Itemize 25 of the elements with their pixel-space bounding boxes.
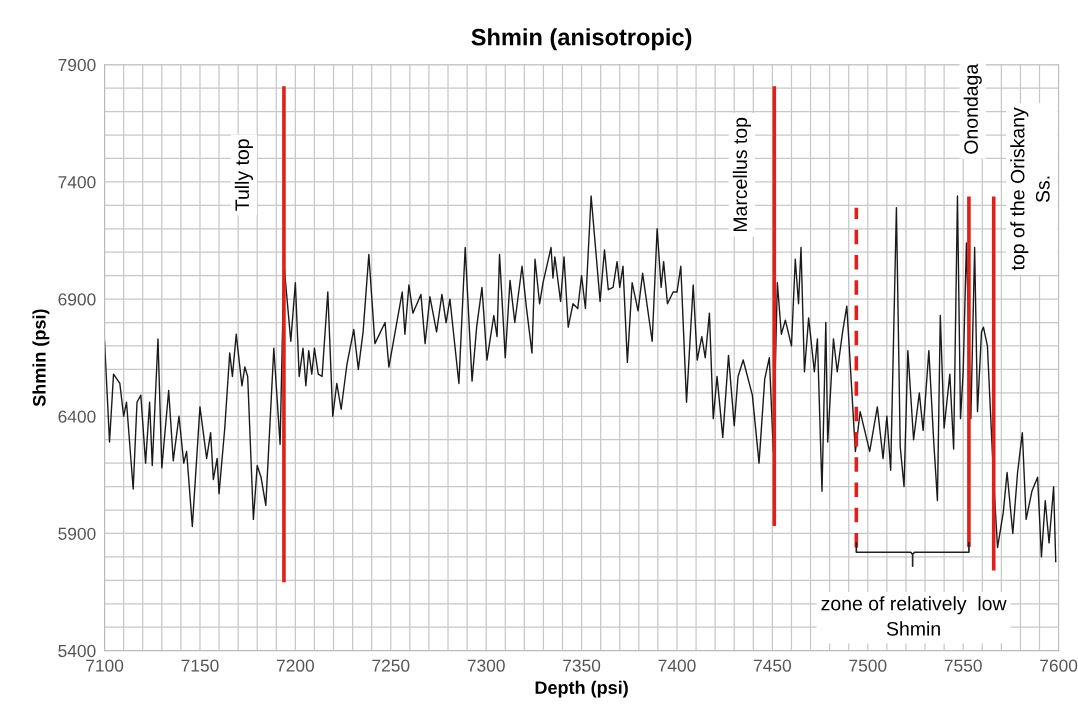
y-tick-label: 5400 bbox=[58, 644, 96, 658]
y-tick-label: 6900 bbox=[58, 293, 96, 306]
x-axis-title: Depth (psi) bbox=[535, 680, 628, 698]
x-tick-label: 7400 bbox=[658, 659, 696, 672]
x-tick-label: 7450 bbox=[753, 659, 792, 672]
y-tick-label: 5900 bbox=[58, 527, 96, 540]
y-axis-title: Shmin (psi) bbox=[32, 309, 50, 407]
y-tick-label: 6400 bbox=[58, 410, 96, 423]
x-tick-label: 7350 bbox=[563, 659, 601, 672]
x-tick-label: 7250 bbox=[372, 659, 410, 672]
x-tick-label: 7150 bbox=[181, 659, 219, 672]
x-tick-label: 7300 bbox=[467, 659, 505, 672]
annotation: top of the Oriskany Ss. bbox=[1010, 107, 1050, 271]
annotation: Onondaga bbox=[963, 63, 982, 154]
y-tick-label: 7900 bbox=[58, 58, 96, 72]
annotation: Tully top bbox=[234, 139, 253, 211]
annotation: Marcellus top bbox=[732, 117, 751, 232]
chart-title: Shmin (anisotropic) bbox=[471, 28, 692, 51]
annotation: zone of relatively low Shmin bbox=[821, 596, 1007, 636]
x-tick-label: 7500 bbox=[849, 659, 887, 672]
x-tick-label: 7600 bbox=[1040, 659, 1078, 672]
x-tick-label: 7100 bbox=[86, 659, 124, 672]
y-tick-label: 7400 bbox=[58, 176, 96, 189]
x-tick-label: 7550 bbox=[944, 659, 982, 672]
x-tick-label: 7200 bbox=[276, 659, 315, 672]
